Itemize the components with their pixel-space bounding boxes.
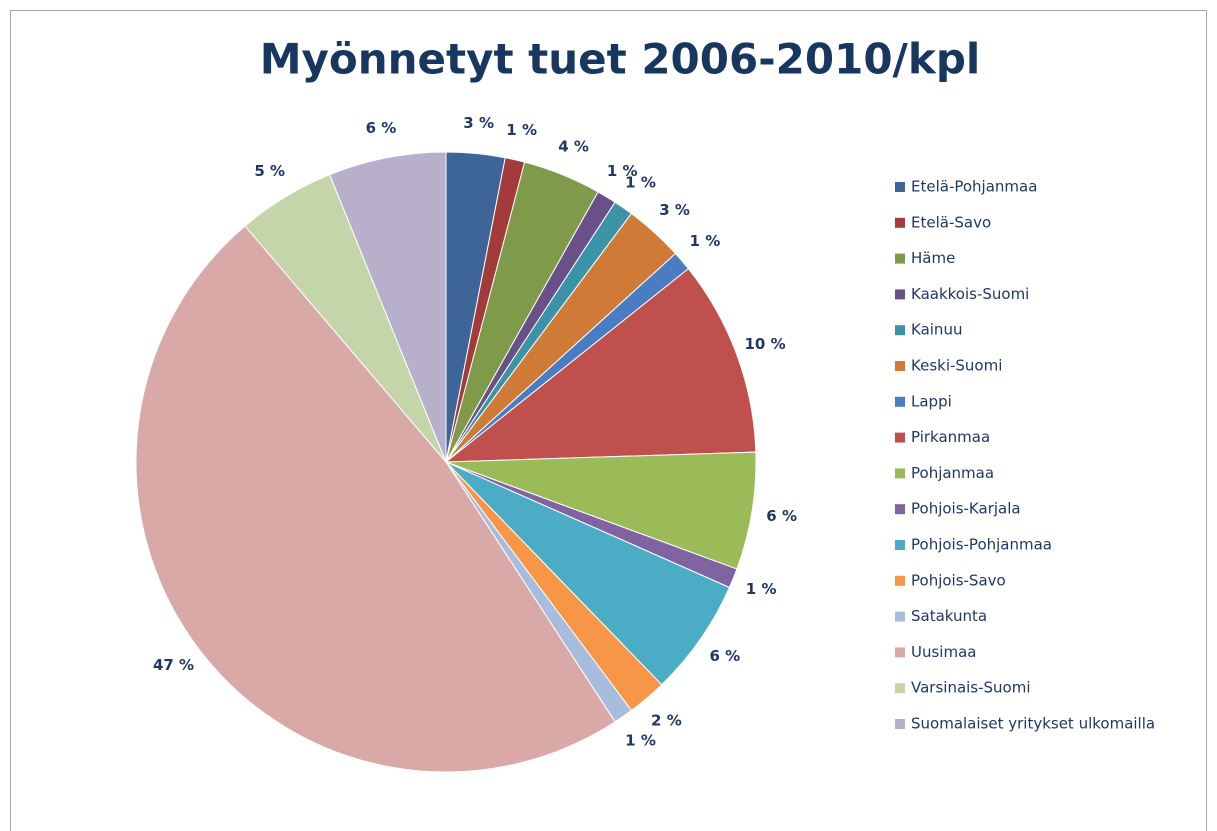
legend-swatch [895,683,905,694]
legend-swatch [895,217,905,228]
legend-label: Pohjanmaa [911,464,994,482]
legend-swatch [895,432,905,443]
legend-label: Satakunta [911,607,987,625]
data-label: 6 % [366,119,397,137]
legend-label: Pohjois-Savo [911,571,1006,589]
frame [10,10,1207,831]
data-label: 4 % [558,137,589,155]
data-label: 1 % [607,162,638,180]
data-label: 1 % [625,731,656,749]
legend-swatch [895,468,905,479]
legend-swatch [895,325,905,336]
pie-slice [444,268,757,463]
legend-swatch [895,253,905,264]
pie-slice [135,225,616,773]
legend-swatch [895,647,905,658]
data-label: 6 % [710,647,741,665]
legend-label: Varsinais-Suomi [911,679,1031,697]
data-label: 1 % [690,232,721,250]
data-label: 47 % [153,656,194,674]
legend-swatch [895,540,905,550]
legend-swatch [895,504,905,515]
legend-label: Kaakkois-Suomi [911,285,1029,303]
legend-label: Suomalaiset yritykset ulkomailla [911,715,1155,733]
data-label: 1 % [746,580,777,598]
legend-label: Pohjois-Karjala [911,500,1021,518]
legend-swatch [895,361,905,371]
legend-swatch [895,575,905,586]
data-label: 1 % [625,174,656,192]
legend-label: Etelä-Savo [911,213,991,231]
legend-label: Pohjois-Pohjanmaa [911,536,1052,554]
pie-slice [329,151,447,463]
chart-title: Myönnetyt tuet 2006-2010/kpl [260,35,981,84]
legend-label: Häme [911,249,955,267]
data-label: 5 % [254,162,285,180]
data-label: 3 % [659,201,690,219]
pie-slice [445,461,731,686]
data-label: 6 % [766,507,797,525]
legend-label: Etelä-Pohjanmaa [911,178,1037,196]
legend-label: Uusimaa [911,643,976,661]
legend-swatch [895,719,905,729]
legend-swatch [895,289,905,300]
legend-label: Kainuu [911,321,962,339]
data-label: 10 % [745,335,786,353]
data-label: 2 % [651,711,682,729]
pie-slice [445,451,757,570]
data-label: 3 % [463,114,494,132]
legend-swatch [895,182,905,192]
legend-label: Keski-Suomi [911,357,1002,375]
legend-label: Lappi [911,392,952,410]
legend-label: Pirkanmaa [911,428,990,446]
legend-swatch [895,396,905,407]
legend-swatch [895,611,905,622]
data-label: 1 % [506,121,537,139]
